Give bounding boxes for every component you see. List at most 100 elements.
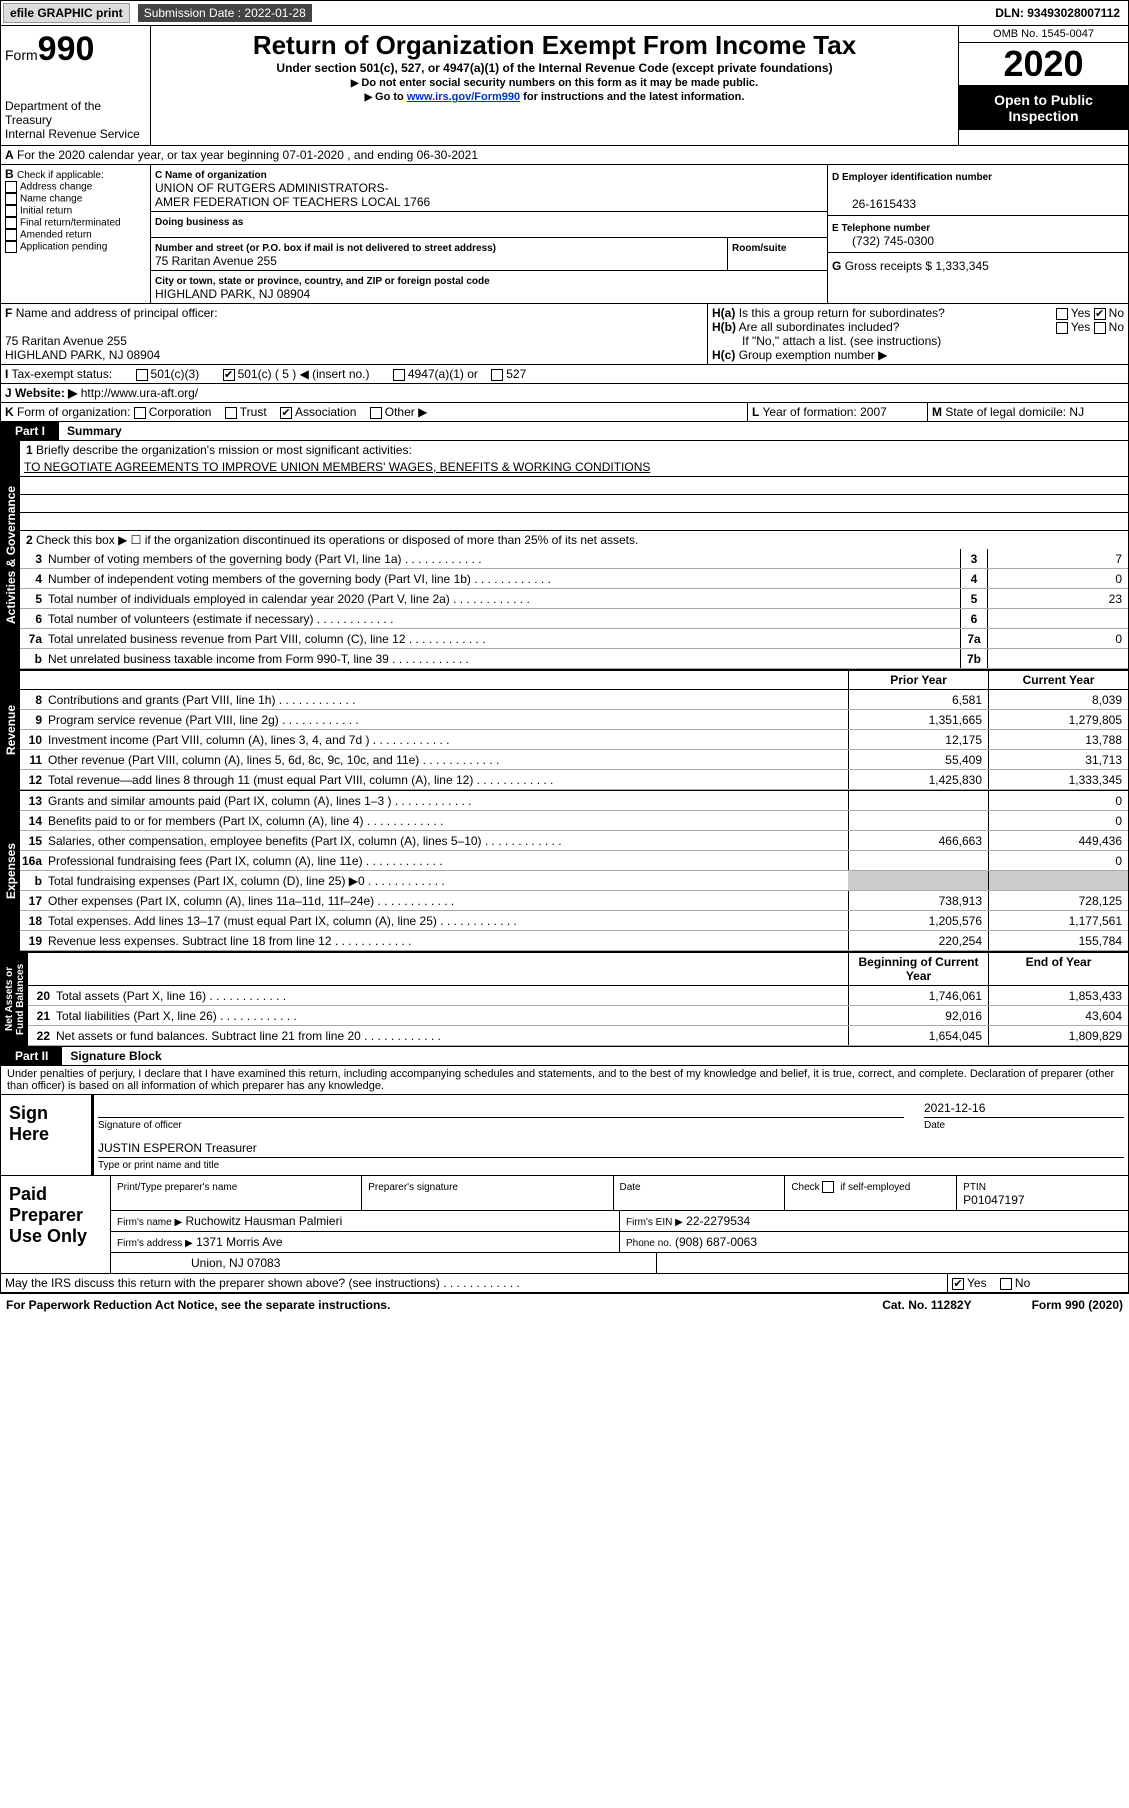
summary-line: 12Total revenue—add lines 8 through 11 (… [20,770,1128,790]
open-inspection: Open to PublicInspection [959,86,1128,130]
line-a-period: For the 2020 calendar year, or tax year … [17,148,478,162]
firm-addr-label: Firm's address ▶ [117,1238,193,1249]
part2-badge: Part II [1,1047,62,1065]
hb-label: Are all subordinates included? [739,320,900,334]
summary-line: bTotal fundraising expenses (Part IX, co… [20,871,1128,891]
state-domicile: NJ [1069,405,1084,419]
form-footer: Form 990 (2020) [1032,1298,1123,1312]
officer-label: Name and address of principal officer: [16,306,218,320]
city-label: City or town, state or province, country… [155,276,490,287]
ptin-value: P01047197 [963,1193,1024,1207]
form-subtitle: Under section 501(c), 527, or 4947(a)(1)… [155,61,954,75]
summary-line: 3Number of voting members of the governi… [20,549,1128,569]
summary-line: 22Net assets or fund balances. Subtract … [28,1026,1128,1046]
omb-number: OMB No. 1545-0047 [959,26,1128,43]
c-name-label: Name of organization [165,170,267,181]
form-title: Return of Organization Exempt From Incom… [155,30,954,61]
phone-label: Telephone number [841,223,930,234]
pra-notice: For Paperwork Reduction Act Notice, see … [6,1298,390,1312]
summary-line: 19Revenue less expenses. Subtract line 1… [20,931,1128,951]
b-checkbox-item: Amended return [5,229,146,241]
hb-yes[interactable] [1056,322,1068,334]
i-label: Tax-exempt status: [11,367,112,381]
summary-line: 20Total assets (Part X, line 16)1,746,06… [28,986,1128,1006]
prior-year-header: Prior Year [848,671,988,689]
preparer-name-label: Print/Type preparer's name [117,1182,237,1193]
firm-name-label: Firm's name ▶ [117,1217,182,1228]
dln: DLN: 93493028007112 [995,6,1126,20]
firm-phone-label: Phone no. [626,1238,672,1249]
summary-line: 16aProfessional fundraising fees (Part I… [20,851,1128,871]
summary-line: 14Benefits paid to or for members (Part … [20,811,1128,831]
summary-line: 21Total liabilities (Part X, line 26)92,… [28,1006,1128,1026]
summary-line: 13Grants and similar amounts paid (Part … [20,791,1128,811]
i-4947[interactable] [393,369,405,381]
ha-no[interactable] [1094,308,1106,320]
perjury-declaration: Under penalties of perjury, I declare th… [0,1066,1129,1095]
dept-treasury: Department of the Treasury [5,99,146,127]
firm-ein-label: Firm's EIN ▶ [626,1217,683,1228]
net-assets-tab: Net Assets orFund Balances [1,952,28,1046]
street-address: 75 Raritan Avenue 255 [155,254,277,268]
phone-value: (732) 745-0300 [832,234,934,248]
activities-governance-tab: Activities & Governance [1,441,20,669]
efile-print-button[interactable]: efile GRAPHIC print [3,3,130,23]
sig-officer-label: Signature of officer [98,1120,924,1131]
revenue-tab: Revenue [1,670,20,790]
ptin-label: PTIN [963,1182,986,1193]
type-name-label: Type or print name and title [98,1160,1124,1171]
i-501c3[interactable] [136,369,148,381]
k-assoc[interactable] [280,407,292,419]
self-employed-checkbox[interactable] [822,1181,834,1193]
b-checkbox-item: Address change [5,181,146,193]
discuss-no[interactable] [1000,1278,1012,1290]
website-label: Website: ▶ [15,386,77,400]
end-year-header: End of Year [988,953,1128,985]
current-year-header: Current Year [988,671,1128,689]
summary-line: 5Total number of individuals employed in… [20,589,1128,609]
identity-block: B Check if applicable: Address changeNam… [0,165,1129,304]
year-formation: 2007 [860,405,887,419]
summary-line: 18Total expenses. Add lines 13–17 (must … [20,911,1128,931]
gross-receipts: 1,333,345 [935,259,988,273]
firm-phone: (908) 687-0063 [675,1235,757,1249]
summary-line: 7aTotal unrelated business revenue from … [20,629,1128,649]
room-label: Room/suite [732,243,786,254]
preparer-sig-label: Preparer's signature [368,1182,458,1193]
hb-no[interactable] [1094,322,1106,334]
sig-date-label: Date [924,1120,1124,1131]
irs-label: Internal Revenue Service [5,127,146,141]
i-501c[interactable] [223,369,235,381]
firm-addr1: 1371 Morris Ave [196,1235,283,1249]
ein-value: 26-1615433 [832,197,916,211]
paid-preparer-label: Paid Preparer Use Only [1,1176,111,1273]
firm-ein: 22-2279534 [686,1214,750,1228]
summary-line: 9Program service revenue (Part VIII, lin… [20,710,1128,730]
discuss-yes[interactable] [952,1278,964,1290]
k-corp[interactable] [134,407,146,419]
b-checkbox-item: Application pending [5,241,146,253]
firm-addr2: Union, NJ 07083 [111,1253,657,1273]
org-name: UNION OF RUTGERS ADMINISTRATORS- AMER FE… [155,181,430,209]
k-other[interactable] [370,407,382,419]
ha-yes[interactable] [1056,308,1068,320]
dba-label: Doing business as [155,217,243,228]
summary-line: 6Total number of volunteers (estimate if… [20,609,1128,629]
form-number: Form990 [5,30,146,69]
k-label: Form of organization: [17,405,130,419]
irs-link[interactable]: www.irs.gov/Form990 [407,91,520,103]
summary-line: 17Other expenses (Part IX, column (A), l… [20,891,1128,911]
b-checkbox-item: Name change [5,193,146,205]
begin-year-header: Beginning of Current Year [848,953,988,985]
tax-year: 2020 [959,43,1128,86]
b-checkbox-item: Final return/terminated [5,217,146,229]
summary-line: 15Salaries, other compensation, employee… [20,831,1128,851]
street-label: Number and street (or P.O. box if mail i… [155,243,496,254]
city-state-zip: HIGHLAND PARK, NJ 08904 [155,287,310,301]
expenses-tab: Expenses [1,791,20,951]
i-527[interactable] [491,369,503,381]
summary-line: 4Number of independent voting members of… [20,569,1128,589]
k-trust[interactable] [225,407,237,419]
mission-text: TO NEGOTIATE AGREEMENTS TO IMPROVE UNION… [20,459,1128,477]
officer-addr1: 75 Raritan Avenue 255 [5,334,127,348]
